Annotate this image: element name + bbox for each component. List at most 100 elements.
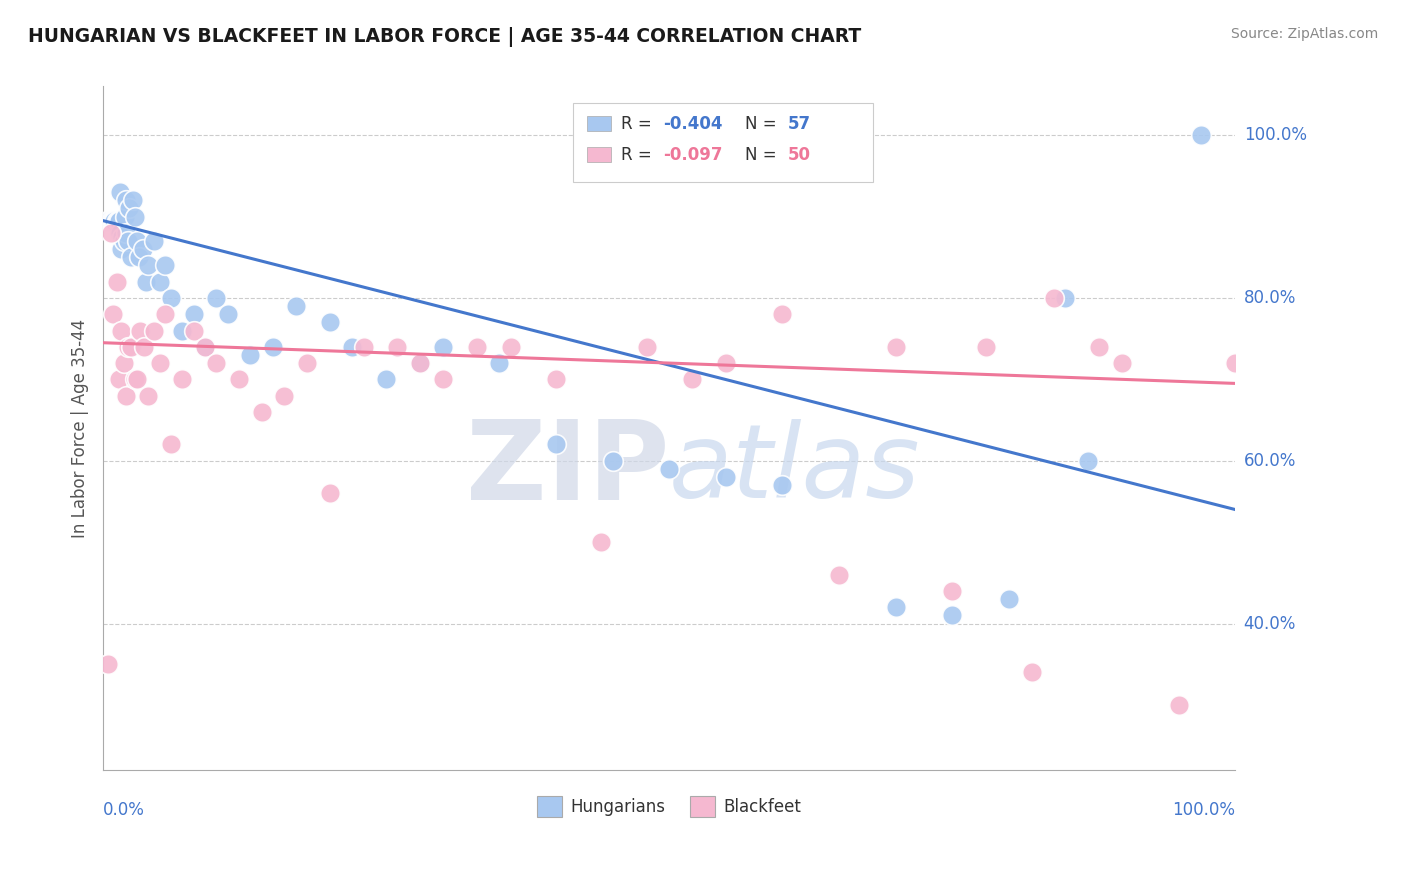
Point (129, 324, 152, 338)
Point (884, 340, 907, 354)
Point (128, 250, 150, 264)
Point (121, 194, 143, 208)
Legend: Hungarians, Blackfeet: Hungarians, Blackfeet (530, 789, 808, 823)
Point (544, 437, 567, 451)
Text: N =: N = (745, 145, 782, 164)
Point (228, 372, 250, 386)
Point (124, 372, 146, 386)
Point (239, 348, 262, 362)
Point (117, 234, 139, 248)
Point (120, 250, 142, 264)
Point (110, 242, 132, 256)
Point (149, 275, 172, 289)
Text: 60.0%: 60.0% (1244, 451, 1296, 470)
Point (770, 478, 793, 492)
Point (127, 234, 149, 248)
Point (828, 567, 851, 582)
Point (120, 340, 142, 354)
FancyBboxPatch shape (586, 117, 612, 131)
Point (770, 307, 793, 321)
Point (100, 213, 122, 227)
Point (160, 291, 183, 305)
Point (112, 234, 135, 248)
Point (108, 213, 131, 227)
Point (205, 291, 228, 305)
Point (108, 226, 131, 240)
Point (114, 389, 136, 403)
Point (108, 372, 131, 386)
Text: -0.097: -0.097 (664, 145, 723, 164)
Point (1111, 356, 1133, 370)
Point (132, 340, 155, 354)
Point (1167, 698, 1189, 712)
Point (127, 372, 149, 386)
Point (118, 202, 141, 216)
Point (111, 230, 134, 244)
Y-axis label: In Labor Force | Age 35-44: In Labor Force | Age 35-44 (72, 318, 89, 538)
Point (342, 340, 364, 354)
Point (998, 592, 1021, 607)
Point (103, 307, 125, 321)
Point (217, 307, 239, 321)
Point (409, 356, 432, 370)
Point (183, 324, 205, 338)
Point (387, 340, 409, 354)
Point (100, 226, 122, 240)
Text: 80.0%: 80.0% (1244, 289, 1296, 307)
Point (602, 454, 624, 468)
Point (124, 210, 146, 224)
Point (1021, 665, 1043, 680)
Point (107, 213, 129, 227)
Point (183, 307, 205, 321)
Point (544, 372, 567, 386)
Point (160, 437, 183, 451)
Point (155, 307, 177, 321)
Point (101, 213, 124, 227)
Point (974, 340, 997, 354)
Point (110, 324, 132, 338)
Point (112, 356, 135, 370)
Point (353, 340, 375, 354)
Point (117, 340, 139, 354)
Point (591, 535, 613, 549)
Point (138, 389, 160, 403)
Text: 40.0%: 40.0% (1244, 615, 1296, 632)
Point (135, 275, 157, 289)
Point (97, 213, 120, 227)
Text: ZIP: ZIP (465, 416, 669, 523)
FancyBboxPatch shape (574, 103, 873, 182)
Point (488, 356, 510, 370)
Text: N =: N = (745, 115, 782, 133)
Point (103, 213, 125, 227)
Point (155, 259, 177, 273)
Point (149, 356, 172, 370)
Point (262, 340, 284, 354)
Point (205, 356, 228, 370)
Point (1054, 291, 1077, 305)
Point (432, 340, 454, 354)
Point (143, 324, 166, 338)
Point (105, 213, 128, 227)
Point (1077, 454, 1099, 468)
Point (409, 356, 432, 370)
Point (194, 340, 217, 354)
Point (284, 299, 307, 313)
Point (714, 470, 737, 484)
Point (250, 405, 273, 419)
Point (138, 259, 160, 273)
Point (658, 462, 681, 476)
Text: R =: R = (620, 145, 657, 164)
Point (941, 608, 963, 623)
Text: 57: 57 (789, 115, 811, 133)
Point (375, 372, 398, 386)
Point (97, 657, 120, 672)
Text: 100.0%: 100.0% (1173, 800, 1236, 819)
Point (318, 486, 340, 500)
Point (636, 340, 658, 354)
Point (103, 213, 125, 227)
Text: 50: 50 (789, 145, 811, 164)
Point (1043, 291, 1066, 305)
Point (172, 372, 194, 386)
Point (108, 185, 131, 199)
Point (884, 600, 907, 615)
